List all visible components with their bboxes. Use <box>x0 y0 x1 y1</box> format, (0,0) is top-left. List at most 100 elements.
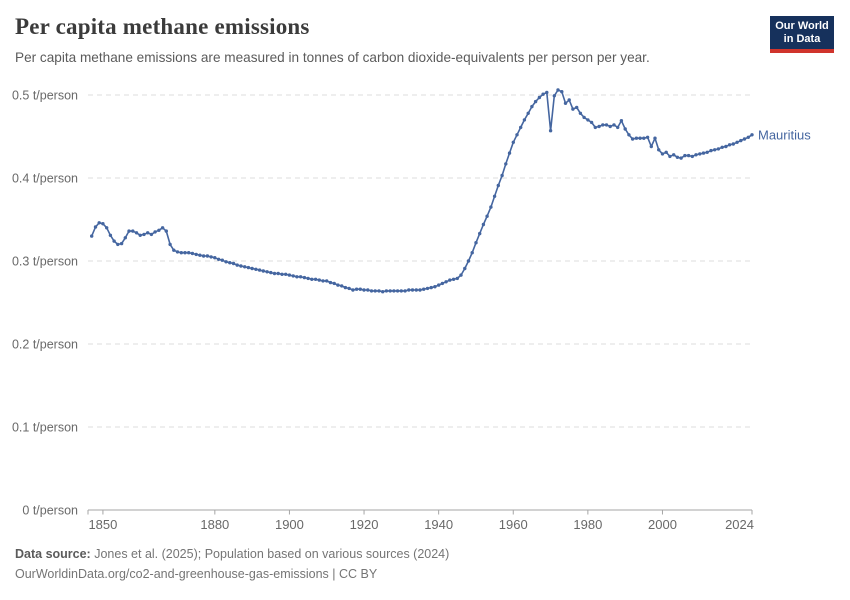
data-point[interactable] <box>131 229 135 233</box>
data-point[interactable] <box>407 288 411 292</box>
data-point[interactable] <box>504 162 508 166</box>
data-point[interactable] <box>601 123 605 127</box>
data-point[interactable] <box>522 118 527 122</box>
data-point[interactable] <box>713 148 717 152</box>
data-point[interactable] <box>619 119 624 123</box>
data-point[interactable] <box>429 285 433 290</box>
data-point[interactable] <box>272 271 277 276</box>
data-point[interactable] <box>246 265 251 270</box>
data-point[interactable] <box>366 288 370 292</box>
data-point[interactable] <box>478 231 482 236</box>
data-point[interactable] <box>388 289 392 293</box>
data-point[interactable] <box>552 94 556 98</box>
data-point[interactable] <box>444 280 448 284</box>
data-point[interactable] <box>735 140 739 144</box>
data-point[interactable] <box>750 133 754 137</box>
data-point[interactable] <box>351 288 355 292</box>
owid-logo[interactable]: Our World in Data <box>770 16 834 53</box>
data-point[interactable] <box>205 254 210 258</box>
data-point[interactable] <box>727 143 732 147</box>
data-point[interactable] <box>146 231 150 235</box>
data-point[interactable] <box>224 260 228 264</box>
data-point[interactable] <box>515 133 519 137</box>
data-point[interactable] <box>112 239 116 243</box>
data-point[interactable] <box>470 251 474 255</box>
data-point[interactable] <box>623 127 627 131</box>
data-point[interactable] <box>123 236 128 240</box>
data-point[interactable] <box>698 152 702 156</box>
data-point[interactable] <box>362 288 366 292</box>
data-point[interactable] <box>302 275 307 280</box>
data-point[interactable] <box>616 125 620 130</box>
data-point[interactable] <box>149 232 154 237</box>
data-point[interactable] <box>153 230 157 234</box>
data-point[interactable] <box>183 251 187 255</box>
data-point[interactable] <box>675 155 680 159</box>
data-point[interactable] <box>328 280 333 285</box>
data-point[interactable] <box>175 250 180 254</box>
data-point[interactable] <box>198 253 202 257</box>
data-point[interactable] <box>157 228 161 232</box>
data-point[interactable] <box>485 214 489 218</box>
data-point[interactable] <box>395 289 400 293</box>
data-point[interactable] <box>440 281 445 286</box>
data-point[interactable] <box>97 221 101 225</box>
data-point[interactable] <box>414 288 418 292</box>
data-point[interactable] <box>589 120 594 125</box>
data-point[interactable] <box>310 277 314 281</box>
data-point[interactable] <box>545 90 549 95</box>
data-point[interactable] <box>660 152 665 156</box>
data-point[interactable] <box>298 275 303 279</box>
data-point[interactable] <box>679 156 683 160</box>
data-point[interactable] <box>354 287 359 291</box>
data-point[interactable] <box>377 289 381 293</box>
data-point[interactable] <box>295 275 299 279</box>
data-point[interactable] <box>340 284 344 288</box>
data-point[interactable] <box>325 279 329 283</box>
data-point[interactable] <box>138 233 142 237</box>
data-point[interactable] <box>194 252 198 257</box>
data-point[interactable] <box>463 266 467 271</box>
data-point[interactable] <box>369 289 374 293</box>
data-point[interactable] <box>228 261 232 265</box>
data-point[interactable] <box>649 144 653 149</box>
data-point[interactable] <box>597 124 601 129</box>
data-point[interactable] <box>216 257 221 261</box>
data-point[interactable] <box>575 105 579 110</box>
data-point[interactable] <box>645 135 650 139</box>
data-point[interactable] <box>347 286 351 291</box>
data-point[interactable] <box>287 273 292 277</box>
data-point[interactable] <box>422 287 426 291</box>
data-point[interactable] <box>604 123 609 127</box>
data-point[interactable] <box>533 99 538 104</box>
data-point[interactable] <box>425 286 430 291</box>
data-point[interactable] <box>399 289 403 293</box>
data-point[interactable] <box>220 258 224 262</box>
data-point[interactable] <box>664 150 668 154</box>
data-point[interactable] <box>459 273 463 277</box>
data-point[interactable] <box>108 233 113 237</box>
data-point[interactable] <box>336 283 340 287</box>
data-point[interactable] <box>638 136 642 140</box>
data-point[interactable] <box>720 145 724 149</box>
data-point[interactable] <box>437 283 441 287</box>
data-point[interactable] <box>257 268 262 272</box>
data-point[interactable] <box>541 92 545 96</box>
data-point[interactable] <box>716 147 721 151</box>
data-point[interactable] <box>381 290 385 294</box>
data-point[interactable] <box>243 265 247 269</box>
data-point[interactable] <box>410 288 415 292</box>
data-point[interactable] <box>231 261 236 266</box>
data-point[interactable] <box>668 154 672 159</box>
data-point[interactable] <box>686 153 691 158</box>
data-point[interactable] <box>731 142 735 146</box>
data-point[interactable] <box>560 90 564 94</box>
data-point[interactable] <box>451 277 456 281</box>
data-point[interactable] <box>537 95 542 100</box>
data-point[interactable] <box>489 205 493 209</box>
data-point[interactable] <box>739 138 743 143</box>
data-point[interactable] <box>119 241 124 246</box>
data-point[interactable] <box>705 150 709 154</box>
data-point[interactable] <box>134 231 139 235</box>
data-point[interactable] <box>683 153 687 158</box>
